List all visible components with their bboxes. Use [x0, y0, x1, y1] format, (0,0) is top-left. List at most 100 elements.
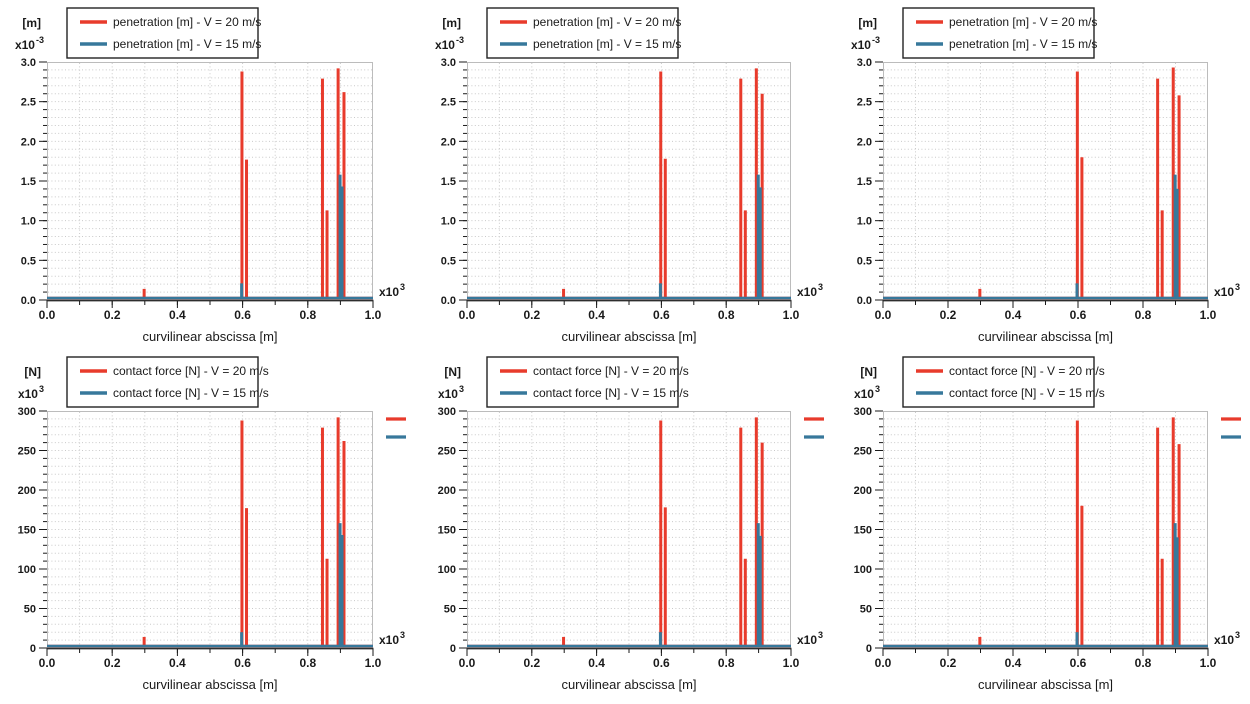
y-tick-label: 150: [438, 525, 456, 537]
chart-penetration-1: 0.0 0.5 1.0 1.5 2.0 2.5 3.0 0.0 0.2 0.4 0.6 0.8 1.0 […: [15, 7, 405, 344]
x-tick-label: 0.0: [39, 308, 56, 322]
chart-penetration-2: 0.0 0.5 1.0 1.5 2.0 2.5 3.0 0.0 0.2 0.4 0.6 0.8 1.0 […: [435, 7, 823, 344]
x-tick-label: 1.0: [365, 308, 382, 322]
y-multiplier-label: x103: [18, 384, 44, 401]
y-tick-label: 300: [18, 406, 36, 418]
x-tick-label: 0.8: [718, 308, 735, 322]
x-axis-title: curvilinear abscissa [m]: [142, 329, 277, 344]
x-tick-label: 0.6: [1070, 656, 1087, 670]
y-tick-label: 1.5: [857, 176, 872, 188]
legend-label: contact force [N] - V = 15 m/s: [113, 386, 269, 400]
y-tick-label: 3.0: [441, 57, 456, 69]
chart-contact-force-2: 0 50 100 150 200 250 300 0.0 0.2 0.4 0.6 0.8 1.0 [N] x…: [438, 356, 824, 692]
x-multiplier-label: x103: [1214, 630, 1240, 647]
y-tick-label: 150: [18, 525, 36, 537]
y-tick-label: 50: [860, 604, 872, 616]
y-tick-label: 100: [438, 564, 456, 576]
y-multiplier-label: x10-3: [851, 35, 880, 52]
x-tick-label: 0.4: [588, 308, 605, 322]
y-tick-label: 1.0: [857, 216, 872, 228]
x-tick-label: 0.6: [234, 656, 251, 670]
legend: contact force [N] - V = 20 m/s contact fo…: [486, 356, 689, 408]
y-tick-label: 200: [438, 485, 456, 497]
x-tick-label: 0.2: [523, 308, 540, 322]
legend-label: contact force [N] - V = 20 m/s: [949, 364, 1105, 378]
y-tick-label: 2.5: [857, 97, 872, 109]
legend-box: [66, 7, 259, 59]
y-tick-label: 0.5: [857, 255, 872, 267]
x-multiplier-label: x103: [797, 630, 823, 647]
y-tick-label: 300: [438, 406, 456, 418]
y-tick-label: 2.0: [857, 136, 872, 148]
x-tick-label: 0.2: [104, 308, 121, 322]
series-v-15-m-s: [47, 523, 373, 648]
side-legend-markers: [804, 417, 824, 439]
plot-frame: [47, 62, 373, 300]
x-tick-label: 0.4: [169, 308, 186, 322]
y-multiplier-label: x103: [438, 384, 464, 401]
y-tick-label: 0.0: [21, 295, 36, 307]
legend: penetration [m] - V = 20 m/s penetration …: [902, 7, 1097, 59]
y-tick-label: 2.5: [441, 97, 456, 109]
y-tick-label: 1.5: [21, 176, 36, 188]
y-tick-label: 0: [866, 643, 872, 655]
series-v-15-m-s: [883, 174, 1208, 300]
y-tick-label: 0.0: [857, 295, 872, 307]
x-tick-label: 0.8: [299, 656, 316, 670]
x-multiplier-label: x103: [1214, 282, 1240, 299]
y-tick-label: 2.0: [441, 136, 456, 148]
axis-ticks: [459, 61, 792, 308]
y-tick-label: 0.5: [441, 255, 456, 267]
y-multiplier-label: x103: [854, 384, 880, 401]
legend: contact force [N] - V = 20 m/s contact fo…: [902, 356, 1105, 408]
plot-frame: [883, 62, 1208, 300]
legend: contact force [N] - V = 20 m/s contact fo…: [66, 356, 269, 408]
legend-label: penetration [m] - V = 15 m/s: [533, 37, 681, 51]
x-tick-label: 0.6: [1070, 308, 1087, 322]
series-v-20-m-s: [47, 417, 373, 648]
side-legend-markers: [386, 417, 406, 439]
x-multiplier-label: x103: [379, 630, 405, 647]
x-tick-label: 1.0: [783, 308, 800, 322]
x-tick-label: 1.0: [1200, 308, 1217, 322]
y-tick-label: 150: [854, 525, 872, 537]
legend: penetration [m] - V = 20 m/s penetration …: [486, 7, 681, 59]
y-tick-label: 200: [18, 485, 36, 497]
x-tick-label: 1.0: [1200, 656, 1217, 670]
side-legend-markers: [1221, 417, 1241, 439]
y-multiplier-label: x10-3: [435, 35, 464, 52]
plot-frame: [883, 411, 1208, 648]
plot-frame: [47, 411, 373, 648]
x-tick-label: 0.0: [875, 656, 892, 670]
x-tick-label: 0.8: [1135, 656, 1152, 670]
y-tick-label: 1.5: [441, 176, 456, 188]
x-tick-label: 0.2: [940, 656, 957, 670]
axis-ticks: [39, 410, 374, 656]
x-tick-label: 0.8: [299, 308, 316, 322]
y-tick-label: 250: [18, 446, 36, 458]
axis-ticks: [459, 410, 792, 656]
x-tick-label: 0.2: [940, 308, 957, 322]
y-tick-label: 0: [30, 643, 36, 655]
x-tick-label: 0.8: [1135, 308, 1152, 322]
grid: [884, 63, 1207, 299]
y-tick-label: 0: [450, 643, 456, 655]
legend: penetration [m] - V = 20 m/s penetration …: [66, 7, 261, 59]
grid: [884, 412, 1207, 647]
legend-label: penetration [m] - V = 20 m/s: [533, 15, 681, 29]
legend-label: contact force [N] - V = 20 m/s: [113, 364, 269, 378]
y-tick-label: 1.0: [21, 216, 36, 228]
x-multiplier-label: x103: [379, 282, 405, 299]
series-v-15-m-s: [47, 174, 373, 300]
x-tick-label: 1.0: [365, 656, 382, 670]
chart-penetration-3: 0.0 0.5 1.0 1.5 2.0 2.5 3.0 0.0 0.2 0.4 0.6 0.8 1.0 […: [851, 7, 1240, 344]
x-tick-label: 0.6: [234, 308, 251, 322]
y-tick-label: 1.0: [441, 216, 456, 228]
x-tick-label: 0.0: [459, 308, 476, 322]
y-unit-label: [N]: [860, 365, 877, 379]
series-v-20-m-s: [883, 417, 1208, 648]
x-tick-label: 0.6: [653, 656, 670, 670]
x-tick-label: 0.4: [588, 656, 605, 670]
